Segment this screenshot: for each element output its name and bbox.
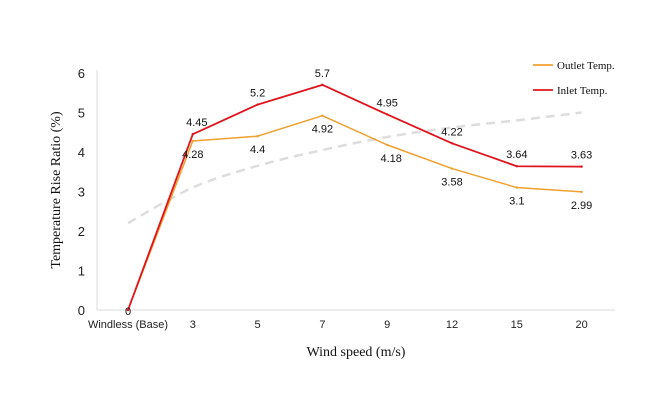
x-tick-label: 7 [319,319,325,331]
y-tick-labels: 0 1 2 3 4 5 6 [78,66,85,318]
x-axis-title: Wind speed (m/s) [307,345,406,360]
inlet-temp-point [580,165,583,168]
outlet-temp-point [321,114,324,117]
series-group [126,83,583,312]
outlet-temp-line [127,114,582,311]
y-tick-label: 1 [78,264,85,279]
x-tick-label: 9 [384,319,390,331]
x-tick-label: 12 [446,319,458,331]
y-tick-label: 3 [78,185,85,200]
inlet-temp-point [450,142,454,145]
outlet-temp-point [191,139,194,143]
inlet-temp-line [127,83,582,311]
inlet-temp-point [191,133,194,136]
y-tick-label: 5 [78,106,85,121]
outlet-temp-data-label: 4.92 [312,124,333,136]
trendline-group [127,111,582,225]
outlet-temp-data-label: 2.99 [571,200,592,212]
chart-axes [96,70,615,311]
inlet-temp-point [386,113,389,116]
inlet-temp-point [256,103,259,106]
outlet-temp-data-label: 0 [125,306,131,318]
legend: Outlet Temp. Inlet Temp. [533,60,615,97]
y-tick-label: 6 [78,66,85,81]
x-tick-label: 3 [190,319,196,331]
outlet-temp-data-label: 3.1 [509,196,524,208]
outlet-temp-point [386,143,389,147]
inlet-temp-data-label: 5.7 [315,68,330,80]
outlet-temp-data-label: 4.4 [250,144,265,156]
data-labels: 0 4.28 4.4 4.92 4.18 3.58 3.1 2.99 4.45 5.2 5.7 4.9… [125,68,592,318]
y-tick-label: 2 [78,224,85,239]
x-tick-label: 5 [255,319,261,331]
inlet-temp-point [321,83,324,87]
outlet-temp-data-label: 3.58 [441,177,462,189]
legend-label: Inlet Temp. [557,85,608,97]
y-axis-title: Temperature Rise Ratio (%) [49,111,64,269]
inlet-temp-data-label: 5.2 [250,88,265,100]
inlet-temp-data-label: 4.22 [441,126,462,138]
outlet-temp-data-label: 4.18 [380,153,401,165]
inlet-temp-data-label: 3.63 [571,150,592,162]
y-tick-label: 4 [78,145,85,160]
legend-label: Outlet Temp. [557,60,615,72]
outlet-temp-point [515,186,518,189]
trendline [127,111,582,225]
x-tick-labels: Windless (Base) 3 5 7 9 12 15 20 [88,319,588,331]
inlet-temp-point [126,308,130,312]
outlet-temp-data-label: 4.28 [182,149,203,161]
outlet-temp-point [450,167,454,170]
inlet-temp-data-label: 4.95 [376,97,397,109]
x-tick-label: 15 [511,319,523,331]
outlet-temp-point [580,190,583,194]
y-tick-label: 0 [78,303,85,318]
outlet-temp-point [256,135,259,138]
x-tick-label: Windless (Base) [88,319,168,331]
inlet-temp-point [515,165,518,168]
inlet-temp-data-label: 3.64 [506,149,527,161]
inlet-temp-data-label: 4.45 [186,117,207,129]
x-tick-label: 20 [575,319,587,331]
